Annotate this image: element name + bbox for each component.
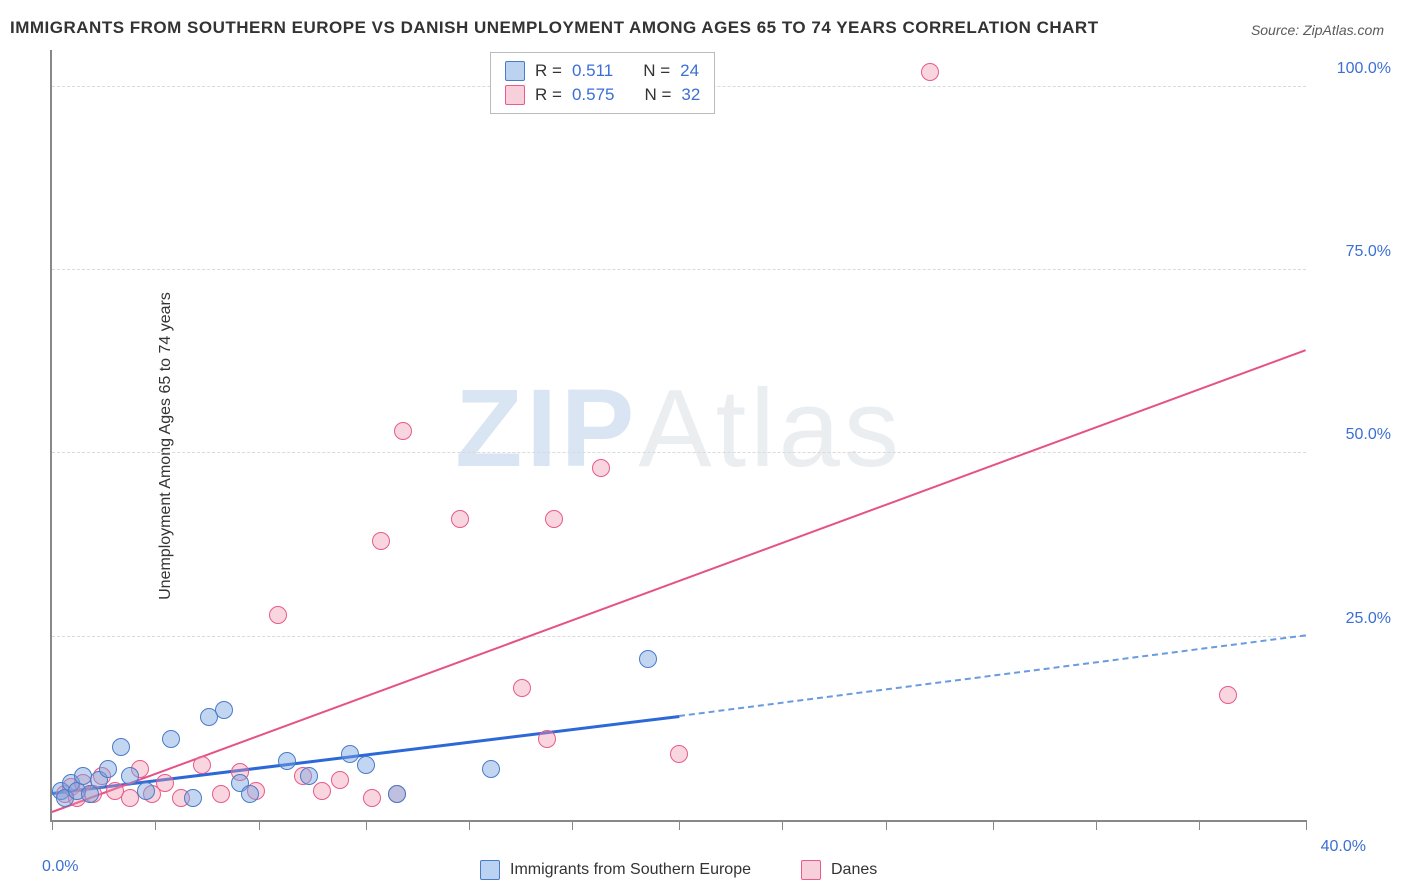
x-axis-max-label: 40.0% <box>1321 838 1366 856</box>
legend-item-blue: Immigrants from Southern Europe <box>480 860 751 880</box>
n-label: N = <box>643 61 670 81</box>
data-point <box>538 730 556 748</box>
data-point <box>137 782 155 800</box>
data-point <box>357 756 375 774</box>
x-tick <box>1306 820 1307 830</box>
r-label: R = <box>535 61 562 81</box>
data-point <box>215 701 233 719</box>
data-point <box>592 459 610 477</box>
chart-plot-area: ZIPAtlas 25.0%50.0%75.0%100.0% <box>50 50 1306 822</box>
x-tick <box>1096 820 1097 830</box>
n-value-pink: 32 <box>681 85 700 105</box>
legend-label-pink: Danes <box>831 861 877 879</box>
r-value-blue: 0.511 <box>572 61 613 81</box>
legend-row-blue: R = 0.511 N = 24 <box>505 59 700 83</box>
x-tick <box>259 820 260 830</box>
gridline <box>52 452 1306 453</box>
data-point <box>513 679 531 697</box>
x-tick <box>782 820 783 830</box>
x-tick <box>886 820 887 830</box>
x-tick <box>572 820 573 830</box>
data-point <box>363 789 381 807</box>
data-point <box>193 756 211 774</box>
data-point <box>372 532 390 550</box>
swatch-blue-icon <box>505 61 525 81</box>
x-tick <box>366 820 367 830</box>
data-point <box>212 785 230 803</box>
data-point <box>300 767 318 785</box>
gridline <box>52 636 1306 637</box>
data-point <box>184 789 202 807</box>
data-point <box>269 606 287 624</box>
y-tick-label: 100.0% <box>1337 60 1391 78</box>
gridline <box>52 269 1306 270</box>
watermark-atlas: Atlas <box>638 367 903 490</box>
source-citation: Source: ZipAtlas.com <box>1251 22 1384 38</box>
data-point <box>341 745 359 763</box>
y-tick-label: 75.0% <box>1346 243 1391 261</box>
legend-item-pink: Danes <box>801 860 877 880</box>
data-point <box>394 422 412 440</box>
data-point <box>1219 686 1237 704</box>
x-tick <box>1199 820 1200 830</box>
x-tick <box>155 820 156 830</box>
data-point <box>241 785 259 803</box>
data-point <box>388 785 406 803</box>
correlation-legend: R = 0.511 N = 24 R = 0.575 N = 32 <box>490 52 715 114</box>
swatch-pink-icon <box>801 860 821 880</box>
data-point <box>451 510 469 528</box>
data-point <box>99 760 117 778</box>
data-point <box>331 771 349 789</box>
n-label: N = <box>644 85 671 105</box>
n-value-blue: 24 <box>680 61 699 81</box>
x-tick <box>52 820 53 830</box>
series-legend: Immigrants from Southern Europe Danes <box>480 860 877 880</box>
chart-title: IMMIGRANTS FROM SOUTHERN EUROPE VS DANIS… <box>10 18 1099 38</box>
data-point <box>639 650 657 668</box>
y-tick-label: 50.0% <box>1346 426 1391 444</box>
r-value-pink: 0.575 <box>572 85 615 105</box>
swatch-pink-icon <box>505 85 525 105</box>
r-label: R = <box>535 85 562 105</box>
x-tick <box>993 820 994 830</box>
watermark: ZIPAtlas <box>455 365 903 492</box>
data-point <box>156 774 174 792</box>
data-point <box>921 63 939 81</box>
watermark-zip: ZIP <box>455 367 638 490</box>
data-point <box>121 767 139 785</box>
x-tick <box>679 820 680 830</box>
x-axis-min-label: 0.0% <box>42 858 78 876</box>
data-point <box>112 738 130 756</box>
data-point <box>278 752 296 770</box>
data-point <box>313 782 331 800</box>
trendline <box>52 349 1307 813</box>
data-point <box>482 760 500 778</box>
y-tick-label: 25.0% <box>1346 610 1391 628</box>
swatch-blue-icon <box>480 860 500 880</box>
legend-label-blue: Immigrants from Southern Europe <box>510 861 751 879</box>
trendline <box>679 635 1306 718</box>
data-point <box>545 510 563 528</box>
data-point <box>670 745 688 763</box>
data-point <box>162 730 180 748</box>
legend-row-pink: R = 0.575 N = 32 <box>505 83 700 107</box>
x-tick <box>469 820 470 830</box>
